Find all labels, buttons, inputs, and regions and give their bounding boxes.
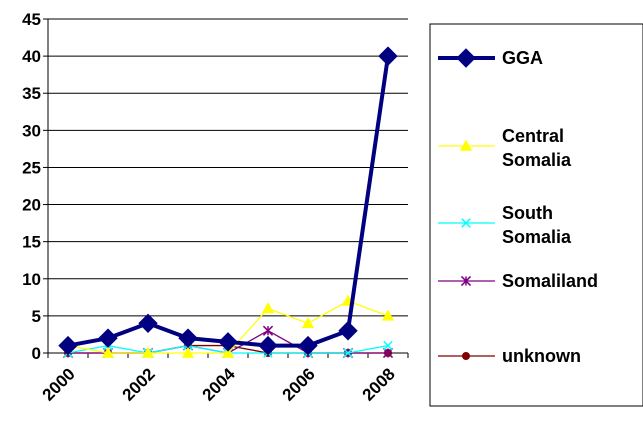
x-tick-label: 2008 bbox=[359, 364, 399, 404]
legend-item: Central Somalia bbox=[438, 126, 572, 170]
data-point bbox=[460, 275, 472, 287]
legend-label-line: Somalia bbox=[502, 227, 572, 247]
legend-label: South Somalia bbox=[502, 203, 572, 247]
gridlines bbox=[48, 18, 408, 317]
legend-label: unknown bbox=[502, 346, 581, 366]
legend-item: unknown bbox=[438, 346, 581, 366]
series-gga bbox=[58, 46, 398, 356]
data-point bbox=[141, 346, 155, 358]
data-point bbox=[301, 317, 315, 329]
legend-item: South Somalia bbox=[438, 203, 572, 247]
data-point bbox=[181, 346, 195, 358]
series-group bbox=[58, 46, 398, 359]
data-point bbox=[218, 332, 238, 352]
legend-label: Somaliland bbox=[502, 271, 598, 291]
y-tick-label: 10 bbox=[22, 270, 41, 289]
data-point bbox=[262, 325, 274, 336]
data-point bbox=[383, 340, 393, 351]
x-tick-label: 2000 bbox=[39, 364, 79, 404]
data-point bbox=[58, 335, 78, 356]
legend-label: GGA bbox=[502, 48, 543, 68]
legend-box bbox=[429, 23, 643, 407]
data-point bbox=[221, 346, 235, 358]
data-point bbox=[381, 309, 395, 321]
data-point bbox=[178, 328, 198, 348]
data-point bbox=[382, 347, 394, 359]
data-point bbox=[298, 335, 318, 356]
legend-item: GGA bbox=[438, 48, 543, 68]
legend-label-line: unknown bbox=[502, 346, 581, 366]
data-point bbox=[459, 139, 473, 151]
data-point bbox=[101, 346, 115, 358]
data-point bbox=[462, 352, 470, 360]
y-tick-label: 25 bbox=[22, 158, 41, 177]
y-tick-label: 20 bbox=[22, 196, 41, 215]
legend-label-line: Somalia bbox=[502, 150, 572, 170]
y-tick-label: 40 bbox=[22, 47, 41, 66]
legend-label-line: Central bbox=[502, 126, 564, 146]
data-point bbox=[138, 313, 158, 334]
data-point bbox=[338, 321, 358, 341]
data-point bbox=[456, 48, 476, 68]
legend-item: Somaliland bbox=[438, 271, 598, 291]
y-tick-label: 15 bbox=[22, 233, 41, 252]
series-line bbox=[67, 55, 390, 348]
data-point bbox=[261, 302, 275, 314]
legend: GGA Central Somalia South Somalia Somaliland u… bbox=[429, 23, 643, 407]
y-tick-label: 35 bbox=[22, 84, 41, 103]
y-tick-label: 0 bbox=[32, 344, 41, 363]
legend-label: Central Somalia bbox=[502, 126, 572, 170]
legend-label-line: Somaliland bbox=[502, 271, 598, 291]
y-tick-label: 30 bbox=[22, 121, 41, 140]
data-point bbox=[378, 46, 398, 66]
data-point bbox=[98, 328, 118, 348]
legend-label-line: GGA bbox=[502, 48, 543, 68]
data-point bbox=[258, 335, 278, 356]
x-tick-label: 2004 bbox=[199, 364, 240, 405]
data-point bbox=[461, 218, 471, 228]
y-tick-label: 45 bbox=[22, 10, 41, 29]
legend-label-line: South bbox=[502, 203, 553, 223]
y-tick-label: 5 bbox=[32, 307, 41, 326]
data-point bbox=[343, 348, 353, 358]
x-tick-label: 2002 bbox=[119, 364, 159, 404]
x-tick-label: 2006 bbox=[279, 364, 319, 404]
